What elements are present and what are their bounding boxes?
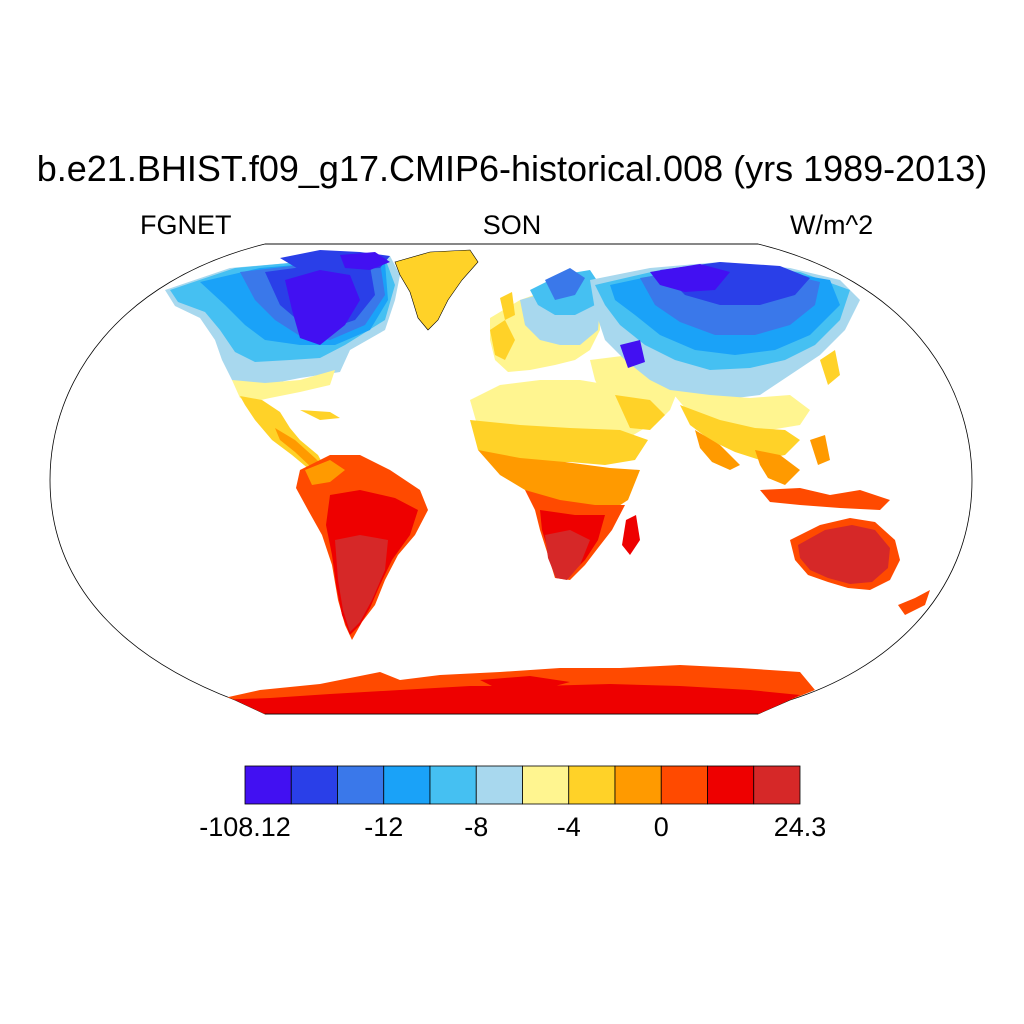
plot-title: b.e21.BHIST.f09_g17.CMIP6-historical.008… — [36, 148, 988, 189]
season-label: SON — [482, 210, 542, 240]
colorbar-box — [753, 765, 801, 805]
antarctica — [215, 665, 815, 714]
colorbar-box — [383, 765, 431, 805]
colorbar-box — [475, 765, 523, 805]
colorbar-box — [660, 765, 708, 805]
south-america — [296, 455, 428, 640]
colorbar-tick-label: -4 — [556, 812, 581, 842]
colorbar-box — [707, 765, 755, 805]
colorbar-tick-label: 24.3 — [773, 812, 827, 842]
colorbar-tick-label: -12 — [364, 812, 404, 842]
colorbar-tick-label: 0 — [653, 812, 669, 842]
greenland — [394, 249, 479, 331]
colorbar-box — [244, 765, 292, 805]
colorbar-box — [522, 765, 570, 805]
colorbar-box — [337, 765, 385, 805]
colorbar-box — [290, 765, 338, 805]
colorbar-box — [614, 765, 662, 805]
colorbar-box — [429, 765, 477, 805]
colorbar-tick-label: -108.12 — [199, 812, 291, 842]
north-america — [165, 250, 400, 470]
australia — [790, 518, 930, 615]
europe — [490, 268, 600, 372]
colorbar-box — [568, 765, 616, 805]
units-label: W/m^2 — [790, 210, 874, 240]
variable-label: FGNET — [140, 210, 232, 240]
colorbar-tick-label: -8 — [464, 812, 489, 842]
asia — [590, 262, 890, 510]
